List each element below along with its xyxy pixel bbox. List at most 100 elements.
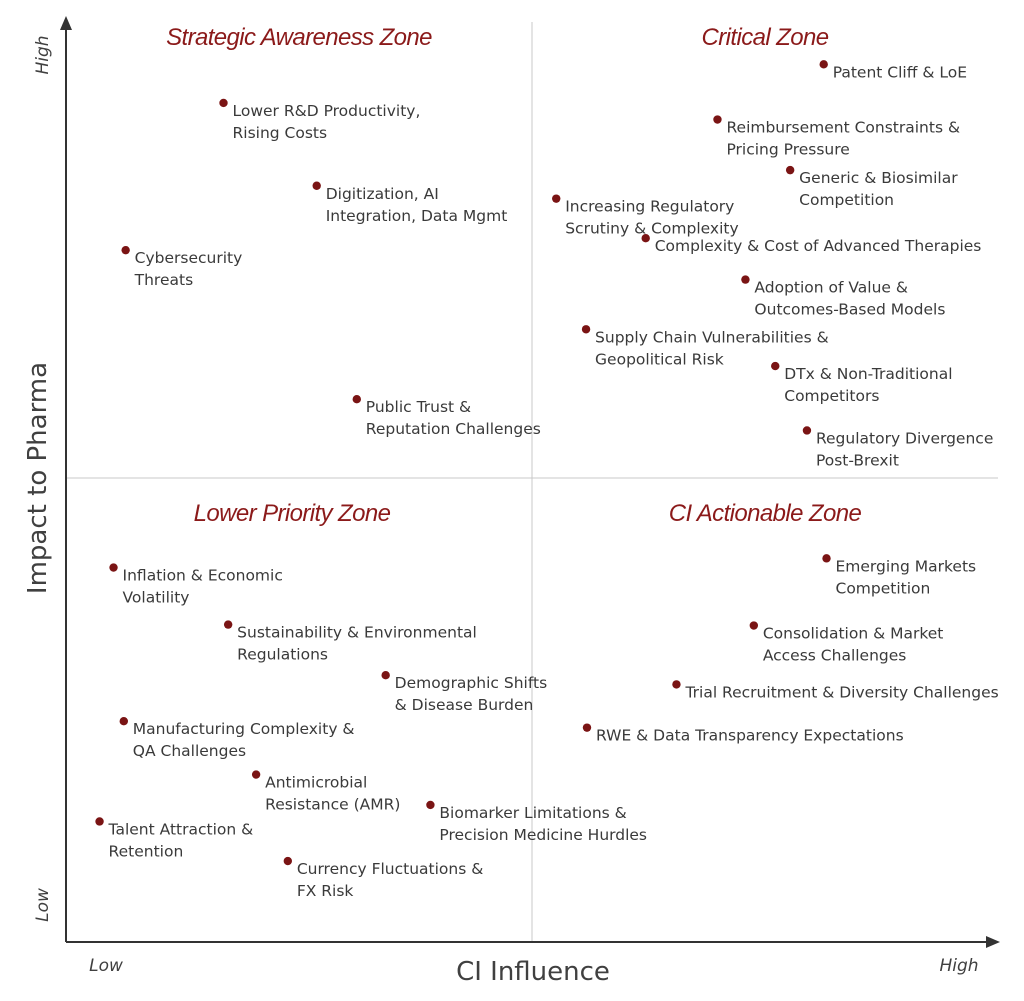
data-point-marker (381, 671, 390, 680)
y-axis-arrow-icon (60, 16, 72, 30)
data-point-label: Post-Brexit (816, 451, 899, 469)
data-point-label: Reimbursement Constraints & (726, 119, 960, 137)
data-point: Manufacturing Complexity & QA Challenges (119, 717, 355, 760)
data-point: Lower R&D Productivity, Rising Costs (219, 98, 421, 142)
data-point-label: Precision Medicine Hurdles (439, 826, 647, 844)
zone-title-top-right: Critical Zone (702, 24, 829, 51)
data-point-label: Consolidation & Market (763, 625, 944, 643)
data-point-label: Resistance (AMR) (265, 796, 400, 814)
data-point-marker (283, 856, 293, 866)
data-point: Complexity & Cost of Advanced Therapies (641, 234, 982, 255)
data-point-label: Geopolitical Risk (595, 350, 724, 368)
data-point-label: Reputation Challenges (366, 420, 541, 438)
data-point: Emerging Markets Competition (822, 554, 976, 597)
data-point-marker (219, 98, 228, 108)
data-point-label: Competitors (784, 387, 879, 405)
data-point-marker (741, 275, 750, 284)
data-point-label: Increasing Regulatory (565, 198, 734, 216)
data-point-label: Cybersecurity (135, 249, 243, 267)
data-point: Demographic Shifts & Disease Burden (381, 671, 547, 714)
data-point: Sustainability & Environmental Regulation… (223, 620, 477, 664)
x-axis-title: CI Influence (456, 957, 610, 987)
data-point-label: & Disease Burden (395, 696, 534, 714)
data-point-label: Supply Chain Vulnerabilities & (595, 328, 829, 346)
data-point: Adoption of Value & Outcomes-Based Models (741, 275, 945, 319)
data-point: Digitization, AI Integration, Data Mgmt (312, 181, 508, 225)
y-axis-high-label: High (33, 35, 53, 74)
data-point-label: Patent Cliff & LoE (833, 63, 967, 81)
data-point-label: Volatility (123, 589, 190, 607)
data-point-label: Adoption of Value & (754, 279, 908, 297)
data-point-label: Rising Costs (233, 124, 328, 142)
data-point-label: Threats (134, 271, 194, 289)
data-point-label: Access Challenges (763, 647, 907, 665)
x-axis-arrow-icon (986, 936, 1000, 948)
data-point-marker (672, 680, 681, 689)
data-point-label: Competition (836, 579, 931, 597)
data-point-marker (641, 234, 650, 243)
data-point-label: Complexity & Cost of Advanced Therapies (655, 237, 982, 255)
data-point: Public Trust & Reputation Challenges (352, 395, 541, 438)
data-point-label: Lower R&D Productivity, (233, 102, 421, 120)
data-point: Trial Recruitment & Diversity Challenges (672, 680, 999, 701)
data-point-label: Currency Fluctuations & (297, 860, 484, 878)
data-point-marker (119, 717, 128, 726)
data-point: Cybersecurity Threats (121, 245, 243, 289)
data-point-marker (802, 426, 812, 435)
data-point: DTx & Non-Traditional Competitors (771, 361, 953, 405)
data-point: Reimbursement Constraints & Pricing Press… (713, 115, 960, 159)
data-point-marker (109, 563, 118, 572)
data-point-label: Sustainability & Environmental (237, 624, 477, 642)
data-point-marker (552, 194, 561, 203)
data-point-label: Regulatory Divergence (816, 429, 993, 447)
data-point-marker (819, 60, 828, 69)
data-point-label: Manufacturing Complexity & (133, 720, 355, 738)
data-point-label: Public Trust & (366, 398, 471, 416)
data-point-label: Emerging Markets (836, 557, 977, 575)
data-point-marker (426, 800, 435, 810)
data-point-marker (121, 245, 130, 255)
data-point-marker (581, 325, 591, 334)
x-axis-low-label: Low (89, 956, 123, 976)
data-point-label: Pricing Pressure (726, 141, 849, 159)
data-point: Antimicrobial Resistance (AMR) (251, 770, 400, 814)
y-axis-title: Impact to Pharma (23, 362, 53, 594)
data-point-marker (352, 395, 361, 404)
zone-title-bottom-right: CI Actionable Zone (669, 500, 862, 527)
data-point-marker (771, 361, 780, 371)
data-point-label: Trial Recruitment & Diversity Challenges (684, 683, 998, 701)
data-point: Talent Attraction & Retention (95, 817, 253, 860)
data-point-label: Integration, Data Mgmt (326, 207, 508, 225)
data-point: Patent Cliff & LoE (819, 60, 967, 81)
data-point: Inflation & Economic Volatility (109, 563, 283, 607)
data-point-label: Outcomes-Based Models (754, 301, 945, 319)
data-point-marker (822, 554, 831, 563)
data-point-label: Demographic Shifts (395, 674, 548, 692)
zone-title-bottom-left: Lower Priority Zone (194, 500, 391, 527)
data-point-label: Competition (799, 191, 894, 209)
data-point: Increasing Regulatory Scrutiny & Complexi… (552, 194, 739, 238)
data-point: Regulatory Divergence Post-Brexit (802, 426, 993, 469)
data-points: Patent Cliff & LoE Reimbursement Constrai… (95, 60, 999, 900)
data-point-marker (582, 723, 592, 732)
data-point-marker (223, 620, 233, 629)
data-point-label: Inflation & Economic (123, 567, 283, 585)
data-point: Generic & Biosimilar Competition (785, 165, 958, 209)
data-point-label: DTx & Non-Traditional (784, 365, 952, 383)
data-point-label: Regulations (237, 646, 328, 664)
data-point-label: Retention (109, 842, 184, 860)
data-point-marker (95, 817, 104, 826)
data-point: Supply Chain Vulnerabilities & Geopolitic… (581, 325, 829, 368)
y-axis-low-label: Low (33, 888, 53, 922)
data-point: Currency Fluctuations & FX Risk (283, 856, 484, 900)
data-point-label: Digitization, AI (326, 185, 439, 203)
x-axis-high-label: High (939, 956, 978, 976)
data-point: Consolidation & Market Access Challenges (749, 621, 944, 665)
data-point-label: Biomarker Limitations & (439, 804, 626, 822)
data-point-marker (312, 181, 321, 190)
data-point-label: Generic & Biosimilar (799, 169, 958, 187)
data-point: Biomarker Limitations & Precision Medicin… (426, 800, 647, 844)
data-point-marker (713, 115, 722, 124)
data-point-marker (749, 621, 759, 630)
